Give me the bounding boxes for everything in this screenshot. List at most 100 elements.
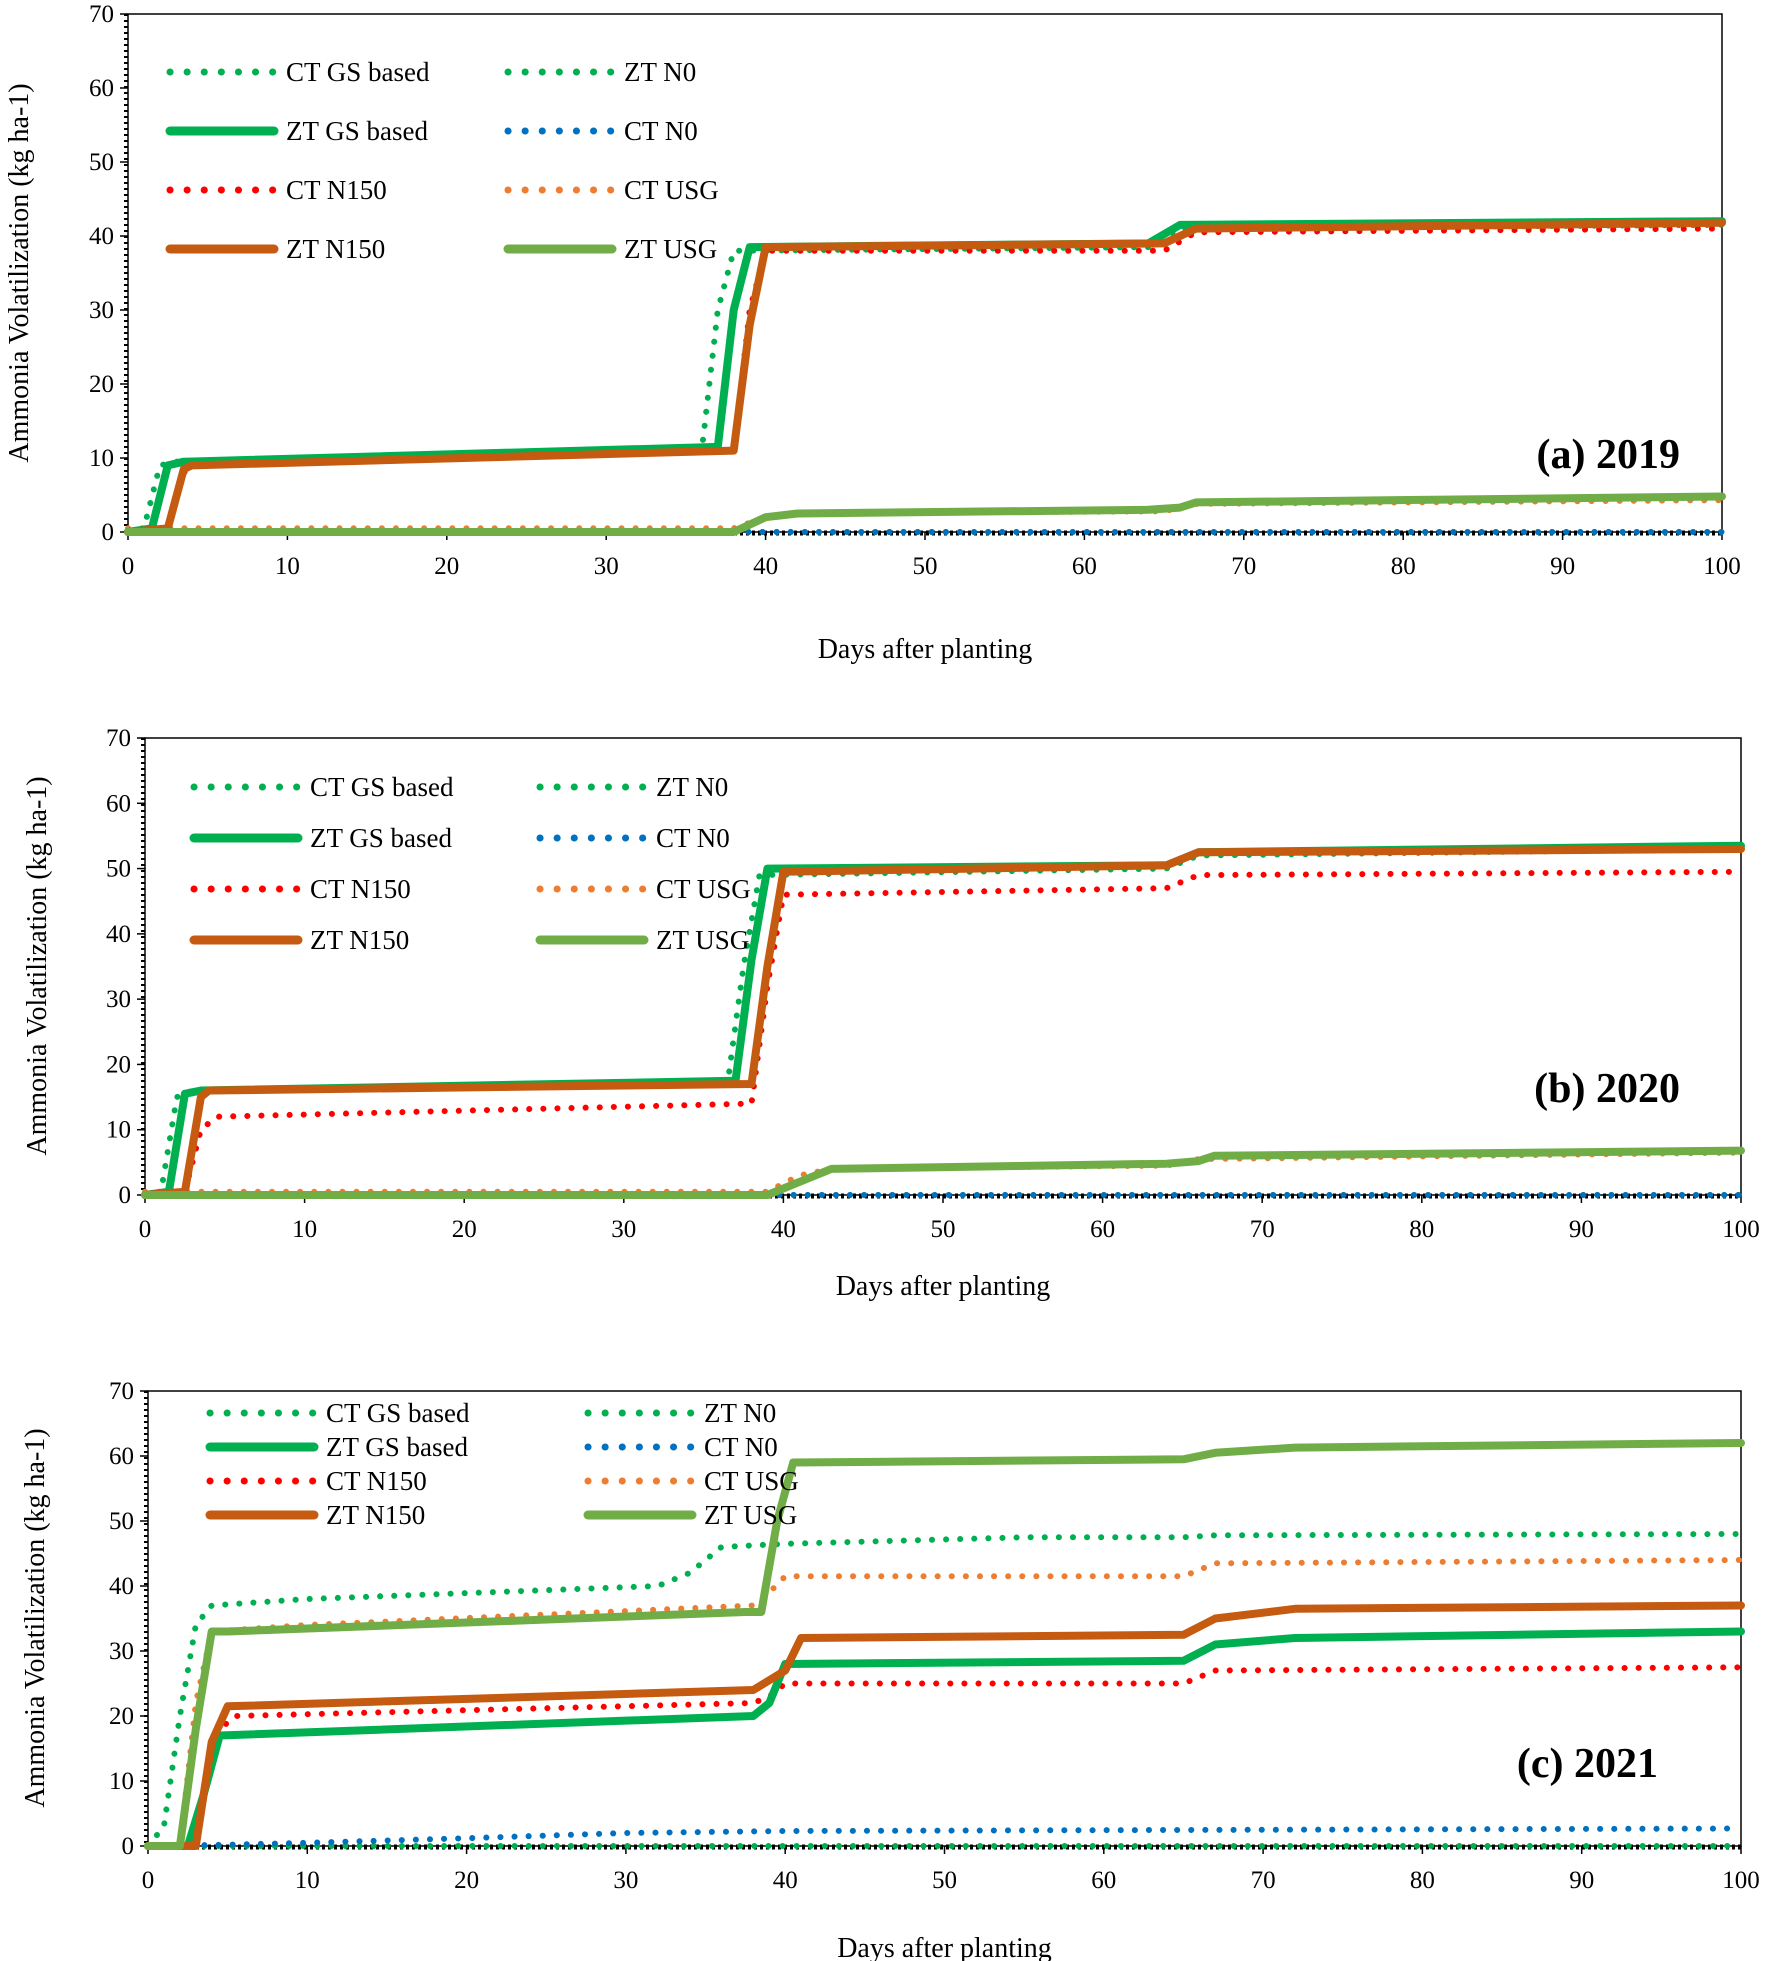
legend-label-ct-usg: CT USG	[624, 175, 719, 205]
y-tick-label: 0	[122, 1833, 135, 1860]
legend-label-ct-n0: CT N0	[704, 1432, 778, 1462]
chart-panel-2019: 0 10 20 30 40 50 60 70 0 10 20 30 40 50 60 70 80 90 100 Day…	[0, 0, 1770, 670]
legend-label-zt-n0: ZT N0	[704, 1398, 776, 1428]
x-tick-label: 0	[139, 1216, 152, 1243]
legend-label-ct-n0: CT N0	[656, 823, 730, 853]
chart-2019-svg: 0 10 20 30 40 50 60 70 0 10 20 30 40 50 60 70 80 90 100 Day…	[4, 1, 1741, 665]
y-tick-label: 30	[89, 297, 114, 324]
x-tick-label: 80	[1409, 1216, 1434, 1243]
legend-label-ct-usg: CT USG	[704, 1466, 799, 1496]
x-tick-label: 20	[454, 1867, 479, 1894]
legend-label-zt-gs-based: ZT GS based	[286, 116, 428, 146]
y-tick-label: 10	[89, 445, 114, 472]
y-tick-label: 40	[106, 921, 131, 948]
x-tick-label: 40	[771, 1216, 796, 1243]
x-tick-label: 20	[452, 1216, 477, 1243]
series-line-zt-usg	[141, 1146, 1745, 1199]
x-tick-label: 100	[1722, 1216, 1760, 1243]
y-tick-label: 10	[106, 1117, 131, 1144]
y-tick-label: 40	[109, 1573, 134, 1600]
x-tick-label: 90	[1550, 553, 1575, 580]
x-tick-label: 40	[753, 553, 778, 580]
legend-label-ct-gs-based: CT GS based	[286, 57, 430, 87]
x-tick-label: 10	[292, 1216, 317, 1243]
x-tick-label: 30	[611, 1216, 636, 1243]
x-tick-label: 70	[1250, 1216, 1275, 1243]
x-axis-title: Days after planting	[818, 634, 1033, 665]
panel-annotation: (b) 2020	[1534, 1066, 1680, 1112]
x-tick-label: 50	[913, 553, 938, 580]
legend-label-ct-n150: CT N150	[286, 175, 387, 205]
x-tick-label: 30	[594, 553, 619, 580]
y-tick-label: 10	[109, 1768, 134, 1795]
x-tick-label: 0	[142, 1867, 155, 1894]
chart-panel-2020: 0 10 20 30 40 50 60 70 0 10 20 30 40 50 60 70 80 90 100 Day…	[0, 668, 1770, 1308]
series-line-ct-n150	[145, 1664, 1744, 1849]
plot-frame	[144, 737, 1742, 1196]
series-line-ct-n0	[145, 1825, 1744, 1849]
x-tick-label: 100	[1722, 1867, 1760, 1894]
x-tick-label: 100	[1703, 553, 1741, 580]
legend-label-zt-usg: ZT USG	[656, 925, 749, 955]
x-tick-label: 80	[1391, 553, 1416, 580]
series-line-ct-gs-based	[125, 221, 1725, 535]
y-tick-label: 20	[89, 371, 114, 398]
x-tick-label: 80	[1410, 1867, 1435, 1894]
series-line-zt-n150	[124, 218, 1726, 536]
y-tick-label: 60	[106, 790, 131, 817]
y-tick-label: 0	[119, 1182, 132, 1209]
y-tick-label: 30	[109, 1638, 134, 1665]
y-axis-title: Ammonia Volatilization (kg ha-1)	[22, 776, 53, 1155]
series-line-zt-gs-based	[124, 217, 1726, 536]
series-line-zt-n150	[144, 1601, 1745, 1850]
y-tick-label: 0	[102, 519, 115, 546]
legend-label-ct-n150: CT N150	[326, 1466, 427, 1496]
panel-annotation: (c) 2021	[1517, 1741, 1658, 1787]
legend-label-zt-n150: ZT N150	[286, 234, 385, 264]
y-tick-label: 20	[109, 1703, 134, 1730]
legend-label-ct-gs-based: CT GS based	[326, 1398, 470, 1428]
x-tick-label: 0	[122, 553, 135, 580]
x-tick-label: 60	[1072, 553, 1097, 580]
legend-label-zt-n150: ZT N150	[326, 1500, 425, 1530]
x-tick-label: 10	[295, 1867, 320, 1894]
legend-label-ct-gs-based: CT GS based	[310, 772, 454, 802]
x-tick-label: 90	[1569, 1216, 1594, 1243]
y-tick-label: 40	[89, 223, 114, 250]
legend-label-zt-usg: ZT USG	[704, 1500, 797, 1530]
legend-label-zt-gs-based: ZT GS based	[310, 823, 452, 853]
x-tick-label: 60	[1091, 1867, 1116, 1894]
x-tick-label: 50	[931, 1216, 956, 1243]
legend-label-ct-usg: CT USG	[656, 874, 751, 904]
y-tick-label: 70	[109, 1378, 134, 1405]
y-tick-label: 50	[106, 856, 131, 883]
legend-label-zt-n150: ZT N150	[310, 925, 409, 955]
series-line-zt-usg	[144, 1439, 1745, 1850]
y-tick-label: 50	[89, 149, 114, 176]
legend-label-zt-usg: ZT USG	[624, 234, 717, 264]
series-line-ct-n150	[125, 225, 1725, 535]
y-tick-label: 60	[89, 75, 114, 102]
x-axis-title: Days after planting	[837, 1933, 1052, 1961]
legend-label-zt-gs-based: ZT GS based	[326, 1432, 468, 1462]
y-tick-label: 50	[109, 1508, 134, 1535]
x-tick-label: 90	[1569, 1867, 1594, 1894]
y-axis-title: Ammonia Volatilization (kg ha-1)	[4, 83, 35, 462]
x-tick-label: 30	[613, 1867, 638, 1894]
x-tick-label: 10	[275, 553, 300, 580]
y-tick-label: 60	[109, 1443, 134, 1470]
panel-annotation: (a) 2019	[1537, 432, 1680, 478]
y-axis-title: Ammonia Volatilization (kg ha-1)	[20, 1428, 51, 1807]
legend-label-ct-n0: CT N0	[624, 116, 698, 146]
x-axis-title: Days after planting	[836, 1271, 1051, 1302]
series-line-ct-gs-based	[145, 1531, 1744, 1849]
x-tick-label: 70	[1231, 553, 1256, 580]
x-tick-label: 60	[1090, 1216, 1115, 1243]
x-tick-label: 20	[434, 553, 459, 580]
y-tick-label: 70	[89, 1, 114, 28]
y-tick-label: 70	[106, 725, 131, 752]
y-tick-label: 30	[106, 986, 131, 1013]
series-line-zt-usg	[124, 492, 1726, 536]
legend-label-ct-n150: CT N150	[310, 874, 411, 904]
chart-panel-2021: 0 10 20 30 40 50 60 70 0 10 20 30 40 50 60 70 80 90 100 Day…	[0, 1300, 1770, 1961]
